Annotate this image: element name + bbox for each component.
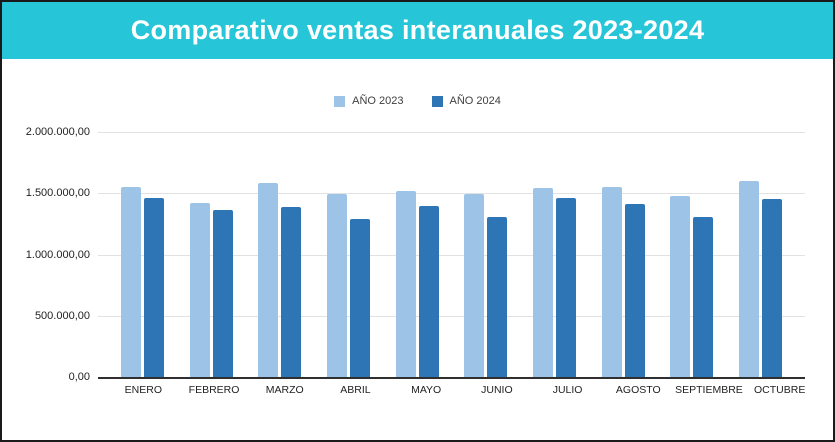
bar-junio-año-2023 (464, 194, 485, 377)
bar-julio-año-2023 (532, 188, 553, 377)
bar-group-marzo (258, 132, 302, 377)
bar-enero-año-2023 (120, 187, 141, 377)
bar-mayo-año-2023 (395, 190, 416, 377)
x-tick-label-febrero: FEBRERO (188, 384, 240, 396)
bar-agosto-año-2023 (601, 187, 622, 377)
bars-row (98, 132, 805, 377)
legend-label-2024: AÑO 2024 (449, 95, 501, 107)
y-tick-label: 500.000,00 (34, 309, 90, 322)
legend: AÑO 2023 AÑO 2024 (2, 95, 833, 107)
bar-marzo-año-2024 (281, 206, 302, 377)
gridline (98, 132, 805, 133)
bar-octubre-año-2023 (739, 181, 760, 377)
y-tick-label: 1.500.000,00 (25, 187, 90, 200)
bar-group-febrero (189, 132, 233, 377)
bar-octubre-año-2024 (762, 199, 783, 377)
x-tick-label-junio: JUNIO (481, 384, 513, 396)
legend-item-2023: AÑO 2023 (334, 95, 404, 107)
bar-agosto-año-2024 (624, 204, 645, 377)
bar-group-octubre (739, 132, 783, 377)
chart-title: Comparativo ventas interanuales 2023-202… (130, 15, 705, 45)
bar-marzo-año-2023 (258, 183, 279, 377)
bar-group-enero (120, 132, 164, 377)
bar-abril-año-2024 (349, 218, 370, 377)
bar-febrero-año-2023 (189, 203, 210, 377)
bar-julio-año-2024 (555, 198, 576, 377)
gridline (98, 193, 805, 195)
x-tick-label-julio: JULIO (552, 384, 583, 396)
plot-area (98, 132, 805, 379)
x-tick-label-septiembre: SEPTIEMBRE (675, 384, 743, 396)
bar-junio-año-2024 (487, 216, 508, 377)
x-tick-label-enero: ENERO (124, 384, 163, 396)
bar-mayo-año-2024 (418, 205, 439, 377)
bar-enero-año-2024 (143, 198, 164, 377)
bar-septiembre-año-2023 (670, 195, 691, 377)
legend-item-2024: AÑO 2024 (431, 95, 501, 107)
y-tick-label: 2.000.000,00 (25, 126, 90, 138)
bar-septiembre-año-2024 (693, 216, 714, 377)
x-tick-label-octubre: OCTUBRE (754, 384, 806, 396)
x-axis-labels: ENERO FEBRERO MARZO ABRIL MAYO JUNIO JULIO AGOS… (98, 384, 825, 396)
bar-abril-año-2023 (326, 194, 347, 377)
x-tick-label-mayo: MAYO (411, 384, 442, 396)
legend-swatch-2023 (334, 95, 346, 107)
legend-label-2023: AÑO 2023 (352, 95, 404, 107)
title-banner: Comparativo ventas interanuales 2023-202… (2, 2, 833, 59)
x-tick-label-marzo: MARZO (265, 384, 304, 396)
x-tick-label-agosto: AGOSTO (615, 384, 661, 396)
y-tick-label: 0,00 (68, 371, 90, 383)
bar-group-mayo (395, 132, 439, 377)
legend-swatch-2024 (431, 95, 443, 107)
bar-group-abril (326, 132, 370, 377)
y-tick-label: 1.000.000,00 (25, 248, 90, 261)
bar-group-julio (532, 132, 576, 377)
bar-group-agosto (601, 132, 645, 377)
x-tick-label-abril: ABRIL (340, 384, 371, 396)
bar-febrero-año-2024 (212, 210, 233, 377)
bar-group-junio (464, 132, 508, 377)
gridline (98, 254, 805, 256)
bar-group-septiembre (670, 132, 714, 377)
gridline (98, 315, 805, 317)
